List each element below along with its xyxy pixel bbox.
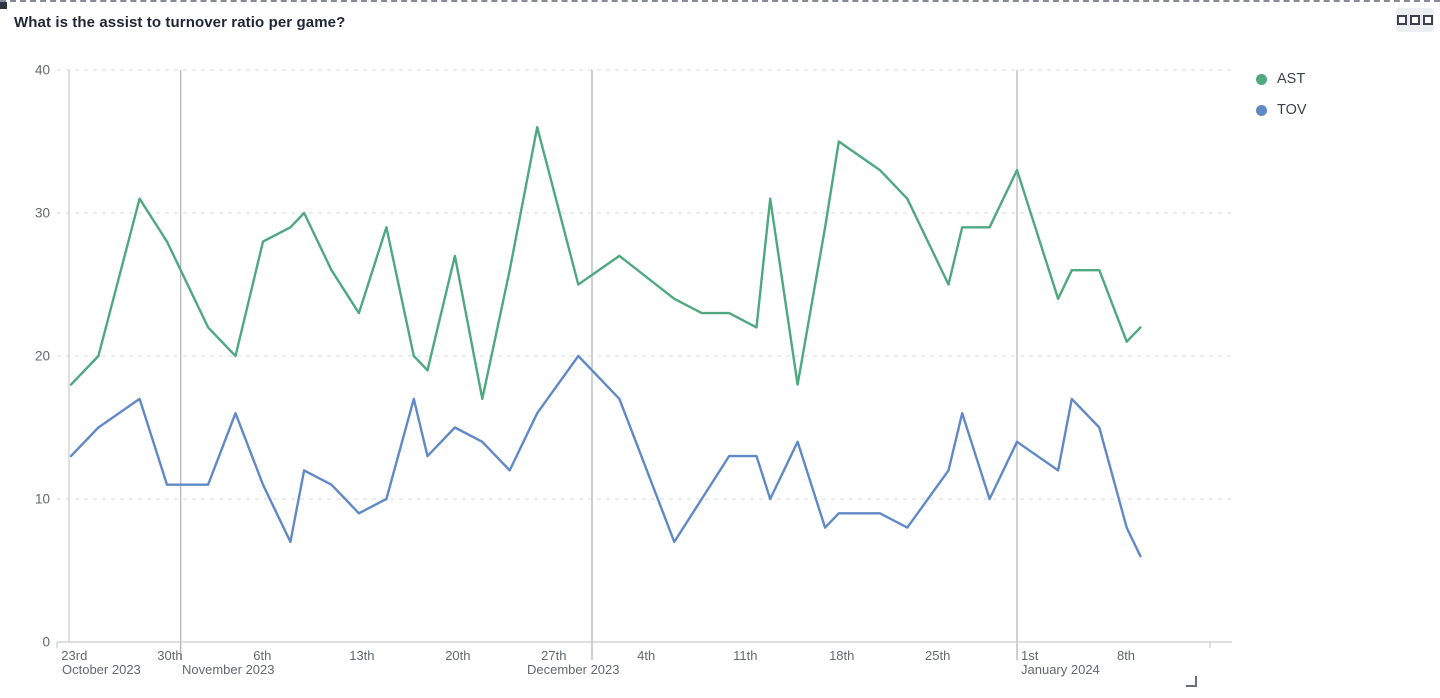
svg-text:December 2023: December 2023 <box>527 662 620 677</box>
legend-item-tov[interactable]: TOV <box>1256 101 1307 119</box>
svg-text:6th: 6th <box>253 648 271 663</box>
svg-text:20: 20 <box>35 349 50 364</box>
svg-text:30: 30 <box>35 206 50 221</box>
legend-label: TOV <box>1277 102 1307 118</box>
svg-text:27th: 27th <box>541 648 566 663</box>
ast-series-dot-icon <box>1256 73 1267 85</box>
svg-text:8th: 8th <box>1117 648 1135 663</box>
svg-text:10: 10 <box>35 492 50 507</box>
svg-text:20th: 20th <box>445 648 470 663</box>
legend-item-ast[interactable]: AST <box>1256 70 1307 88</box>
svg-text:11th: 11th <box>733 648 757 663</box>
selection-handle-icon[interactable] <box>0 2 7 9</box>
svg-text:4th: 4th <box>637 648 655 663</box>
legend-label: AST <box>1277 71 1306 87</box>
widget-menu-button[interactable] <box>1396 8 1434 32</box>
svg-text:25th: 25th <box>925 648 950 663</box>
chart-legend: AST TOV <box>1256 70 1307 132</box>
grid-squares-icon <box>1410 15 1420 25</box>
grid-squares-icon <box>1423 15 1433 25</box>
tov-series-dot-icon <box>1256 104 1267 116</box>
svg-text:13th: 13th <box>349 648 374 663</box>
svg-text:1st: 1st <box>1021 648 1039 663</box>
svg-text:0: 0 <box>42 635 50 650</box>
page-title: What is the assist to turnover ratio per… <box>14 14 346 31</box>
svg-text:January 2024: January 2024 <box>1021 662 1100 677</box>
grid-squares-icon <box>1397 15 1407 25</box>
svg-text:November 2023: November 2023 <box>182 662 275 677</box>
resize-corner-icon[interactable] <box>1186 676 1197 687</box>
svg-text:40: 40 <box>35 63 50 78</box>
svg-text:18th: 18th <box>829 648 854 663</box>
svg-text:23rd: 23rd <box>61 648 87 663</box>
svg-text:30th: 30th <box>157 648 182 663</box>
svg-text:October 2023: October 2023 <box>62 662 141 677</box>
